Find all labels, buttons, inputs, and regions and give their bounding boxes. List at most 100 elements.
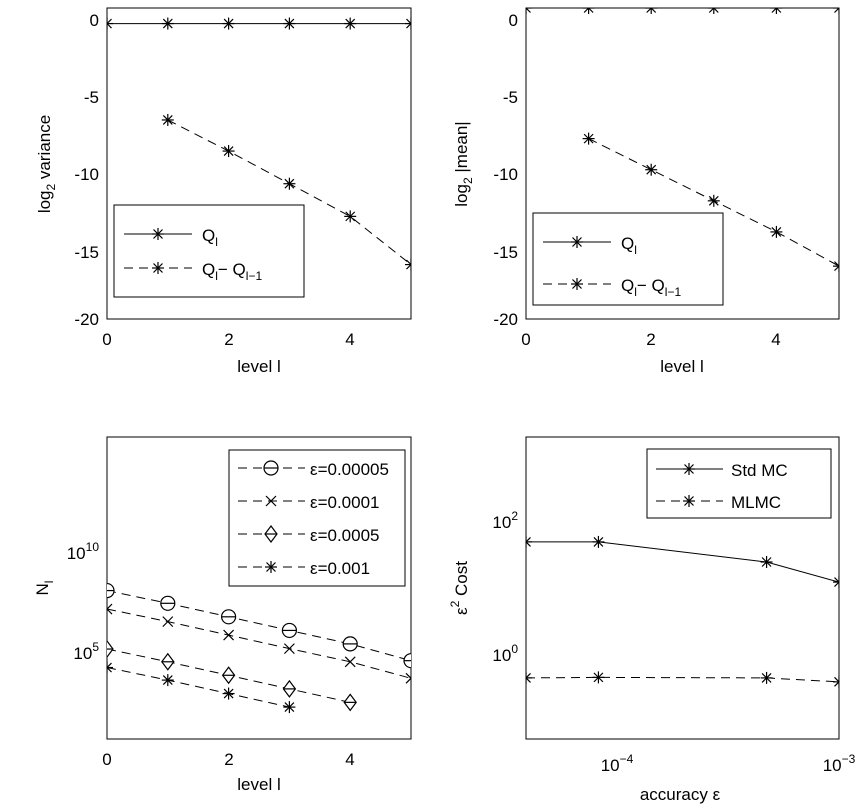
series-line-p2-s1 xyxy=(107,608,411,679)
data-point-p2-s1-2 xyxy=(223,629,235,641)
ytick-mean-4: -20 xyxy=(493,310,518,329)
legend-box-variance xyxy=(113,204,305,298)
data-point-p1-s0-5 xyxy=(833,8,839,14)
data-point-p0-s1-1 xyxy=(222,145,235,158)
data-point-p0-s0-0 xyxy=(107,17,113,30)
legend-mean: Ql Ql− Ql−1 xyxy=(532,212,724,306)
data-point-p2-s2-2 xyxy=(221,666,236,685)
data-point-p1-s1-1 xyxy=(645,163,658,176)
xtick-mean-0: 0 xyxy=(521,330,530,349)
legend-marker-variance-diff xyxy=(152,262,164,274)
series-line-p3-s1 xyxy=(526,676,839,683)
legend-marker-nl-0-glyph xyxy=(263,460,279,476)
xtick-mean-1: 2 xyxy=(646,330,655,349)
plot-area-mean xyxy=(526,8,839,273)
data-point-p0-s0-1 xyxy=(161,17,174,30)
data-point-p2-s0-1 xyxy=(160,595,176,611)
xlabel-cost: accuracy ε xyxy=(640,785,721,804)
legend-marker-cost-mlmc xyxy=(683,495,695,507)
data-point-p2-s3-2 xyxy=(222,687,235,700)
data-point-p2-s1-0 xyxy=(107,603,113,615)
data-point-p2-s2-1 xyxy=(161,652,175,671)
legend-marker-variance-ql-glyph xyxy=(152,228,164,240)
legend-label-cost-std: Std MC xyxy=(731,461,788,480)
series-line-p2-s3 xyxy=(107,667,290,708)
ytick-variance-2: -10 xyxy=(74,165,99,184)
xlabel-variance: level l xyxy=(237,357,280,376)
data-point-p1-s1-3 xyxy=(770,225,783,238)
data-point-p2-s0-5 xyxy=(403,653,411,669)
legend-box-mean xyxy=(532,212,724,306)
legend-marker-nl-1 xyxy=(265,495,277,507)
data-point-p3-s1-2 xyxy=(760,671,773,684)
panel-variance: 0 -5 -10 -15 -20 0 2 4 level l log2 vari… xyxy=(35,7,412,376)
ylabel-nl: Nl xyxy=(33,581,56,596)
ytick-mean-0: 0 xyxy=(509,11,518,30)
data-point-p1-s0-2 xyxy=(645,8,658,14)
data-point-p3-s0-2 xyxy=(760,555,773,568)
legend-marker-cost-std xyxy=(683,463,695,475)
data-point-p0-s0-2 xyxy=(222,17,235,30)
legend-label-cost-mlmc: MLMC xyxy=(731,493,781,512)
ylabel-cost: ε2 Cost xyxy=(448,561,471,615)
ylabel-mean: log2 |mean| xyxy=(452,121,475,206)
data-point-p0-s0-4 xyxy=(344,17,357,30)
legend-label-mean-ql: Ql xyxy=(621,234,637,257)
data-point-p2-s2-4 xyxy=(343,693,357,712)
data-point-p2-s1-3 xyxy=(283,643,295,655)
data-point-p3-s0-0 xyxy=(526,535,532,548)
legend-marker-variance-ql xyxy=(152,228,164,240)
xtick-nl-1: 2 xyxy=(224,750,233,769)
data-point-p2-s3-0 xyxy=(107,661,113,674)
data-point-p0-s1-4 xyxy=(405,258,411,271)
legend-marker-nl-1-glyph xyxy=(265,495,277,507)
data-point-p1-s0-1 xyxy=(582,8,595,14)
ytick-nl-0: 105 xyxy=(73,640,99,663)
legend-marker-mean-diff xyxy=(571,278,583,290)
legend-marker-nl-3 xyxy=(265,561,277,573)
ytick-variance-1: -5 xyxy=(84,88,99,107)
xtick-nl-0: 0 xyxy=(102,750,111,769)
legend-label-nl-2: ε=0.0005 xyxy=(310,526,380,545)
xtick-variance-2: 4 xyxy=(345,330,354,349)
legend-box-nl xyxy=(228,449,406,587)
ytick-nl-1: 1010 xyxy=(67,540,100,563)
data-point-p2-s0-2 xyxy=(221,609,237,625)
legend-marker-nl-2 xyxy=(264,525,278,543)
data-point-p3-s0-3 xyxy=(833,576,839,589)
ytick-variance-0: 0 xyxy=(90,11,99,30)
data-point-p0-s0-3 xyxy=(283,17,296,30)
data-point-p2-s1-1 xyxy=(162,616,174,628)
legend-marker-cost-mlmc-glyph xyxy=(683,495,695,507)
ytick-mean-2: -10 xyxy=(493,165,518,184)
panel-cost: 100 102 10−4 10−3 accuracy ε ε2 Cost Std… xyxy=(448,436,856,804)
data-point-p1-s1-4 xyxy=(833,260,839,273)
legend-marker-nl-3-glyph xyxy=(265,561,277,573)
legend-nl: ε=0.00005 ε=0.0001 ε=0.0005 ε=0.001 xyxy=(228,449,406,587)
data-point-p0-s1-0 xyxy=(161,113,174,126)
xtick-mean-2: 4 xyxy=(771,330,780,349)
ytick-variance-4: -20 xyxy=(74,310,99,329)
xtick-cost-0: 10−4 xyxy=(601,752,634,775)
data-point-p1-s0-3 xyxy=(707,8,720,14)
xtick-variance-0: 0 xyxy=(102,330,111,349)
plot-area-variance xyxy=(107,17,411,271)
legend-marker-mean-diff-glyph xyxy=(571,278,583,290)
xlabel-mean: level l xyxy=(660,357,703,376)
legend-label-nl-0: ε=0.00005 xyxy=(310,460,389,479)
data-point-p2-s2-3 xyxy=(282,679,297,698)
xtick-variance-1: 2 xyxy=(224,330,233,349)
panel-mean: 0 -5 -10 -15 -20 0 2 4 level l log2 |mea… xyxy=(452,7,840,376)
legend-marker-nl-0 xyxy=(263,460,279,476)
ytick-mean-1: -5 xyxy=(503,88,518,107)
panel-nl: 105 1010 0 2 4 level l Nl ε=0.00005 ε=0.… xyxy=(33,436,412,794)
data-point-p0-s1-3 xyxy=(344,210,357,223)
legend-marker-variance-diff-glyph xyxy=(152,262,164,274)
data-point-p2-s0-4 xyxy=(342,636,358,652)
legend-label-variance-ql: Ql xyxy=(202,226,218,249)
data-point-p2-s2-0 xyxy=(107,640,114,659)
series-line-p2-s0 xyxy=(107,590,411,662)
plot-area-cost xyxy=(526,535,839,688)
legend-marker-mean-ql xyxy=(571,236,583,248)
